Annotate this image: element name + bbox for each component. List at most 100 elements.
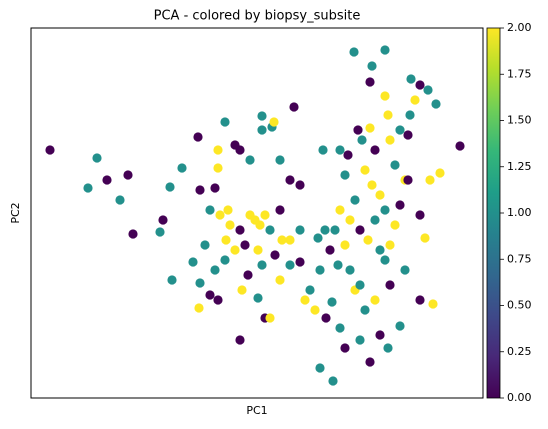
point (260, 210, 270, 220)
point (380, 91, 390, 101)
point (215, 210, 225, 220)
point (277, 235, 287, 245)
point (194, 303, 204, 313)
point (245, 155, 255, 165)
point (200, 240, 210, 250)
point (333, 260, 343, 270)
point (375, 330, 385, 340)
point (275, 275, 285, 285)
point (395, 125, 405, 135)
point (230, 140, 240, 150)
point (380, 45, 390, 55)
point (423, 85, 433, 95)
point (365, 123, 375, 133)
point (380, 205, 390, 215)
point (330, 225, 340, 235)
point (83, 183, 93, 193)
point (313, 233, 323, 243)
point (223, 205, 233, 215)
point (405, 110, 415, 120)
colorbar-tick-label: 0.50 (507, 299, 532, 312)
point (345, 215, 355, 225)
point (335, 145, 345, 155)
point (315, 265, 325, 275)
point (270, 250, 280, 260)
point (327, 297, 337, 307)
point (310, 305, 320, 315)
point (349, 47, 359, 57)
point (128, 229, 138, 239)
point (380, 255, 390, 265)
point (390, 220, 400, 230)
point (188, 257, 198, 267)
point (220, 255, 230, 265)
point (225, 220, 235, 230)
point (350, 195, 360, 205)
point (285, 260, 295, 270)
point (340, 240, 350, 250)
point (123, 170, 133, 180)
point (275, 205, 285, 215)
point (375, 245, 385, 255)
colorbar-tick-label: 0.25 (507, 345, 532, 358)
point (155, 227, 165, 237)
point (420, 233, 430, 243)
point (353, 125, 363, 135)
point (253, 245, 263, 255)
point (367, 61, 377, 71)
point (383, 343, 393, 353)
point (300, 295, 310, 305)
point (213, 295, 223, 305)
point (158, 215, 168, 225)
point (425, 175, 435, 185)
point (193, 132, 203, 142)
point (415, 80, 425, 90)
point (383, 110, 393, 120)
point (355, 335, 365, 345)
point (335, 323, 345, 333)
point (328, 376, 338, 386)
colorbar-tick-label: 1.75 (507, 67, 532, 80)
point (370, 145, 380, 155)
point (375, 190, 385, 200)
point (410, 95, 420, 105)
point (213, 145, 223, 155)
point (367, 180, 377, 190)
colorbar-tick-label: 0.00 (507, 391, 532, 404)
point (257, 260, 267, 270)
point (305, 285, 315, 295)
point (45, 145, 55, 155)
point (385, 135, 395, 145)
point (285, 175, 295, 185)
point (167, 275, 177, 285)
point (213, 163, 223, 173)
point (340, 170, 350, 180)
colorbar-tick-label: 2.00 (507, 21, 532, 34)
point (253, 293, 263, 303)
point (415, 295, 425, 305)
point (255, 220, 265, 230)
point (395, 321, 405, 331)
points (45, 45, 465, 386)
chart-title: PCA - colored by biopsy_subsite (154, 9, 361, 24)
point (237, 285, 247, 295)
point (357, 135, 367, 145)
point (315, 363, 325, 373)
point (295, 257, 305, 267)
point (415, 210, 425, 220)
point (221, 235, 231, 245)
point (400, 265, 410, 275)
point (355, 225, 365, 235)
point (235, 225, 245, 235)
point (289, 102, 299, 112)
point (195, 185, 205, 195)
point (435, 168, 445, 178)
point (230, 245, 240, 255)
colorbar-tick-label: 1.50 (507, 114, 532, 127)
point (235, 335, 245, 345)
point (390, 160, 400, 170)
point (363, 235, 373, 245)
x-axis-label: PC1 (246, 404, 267, 417)
point (257, 125, 267, 135)
